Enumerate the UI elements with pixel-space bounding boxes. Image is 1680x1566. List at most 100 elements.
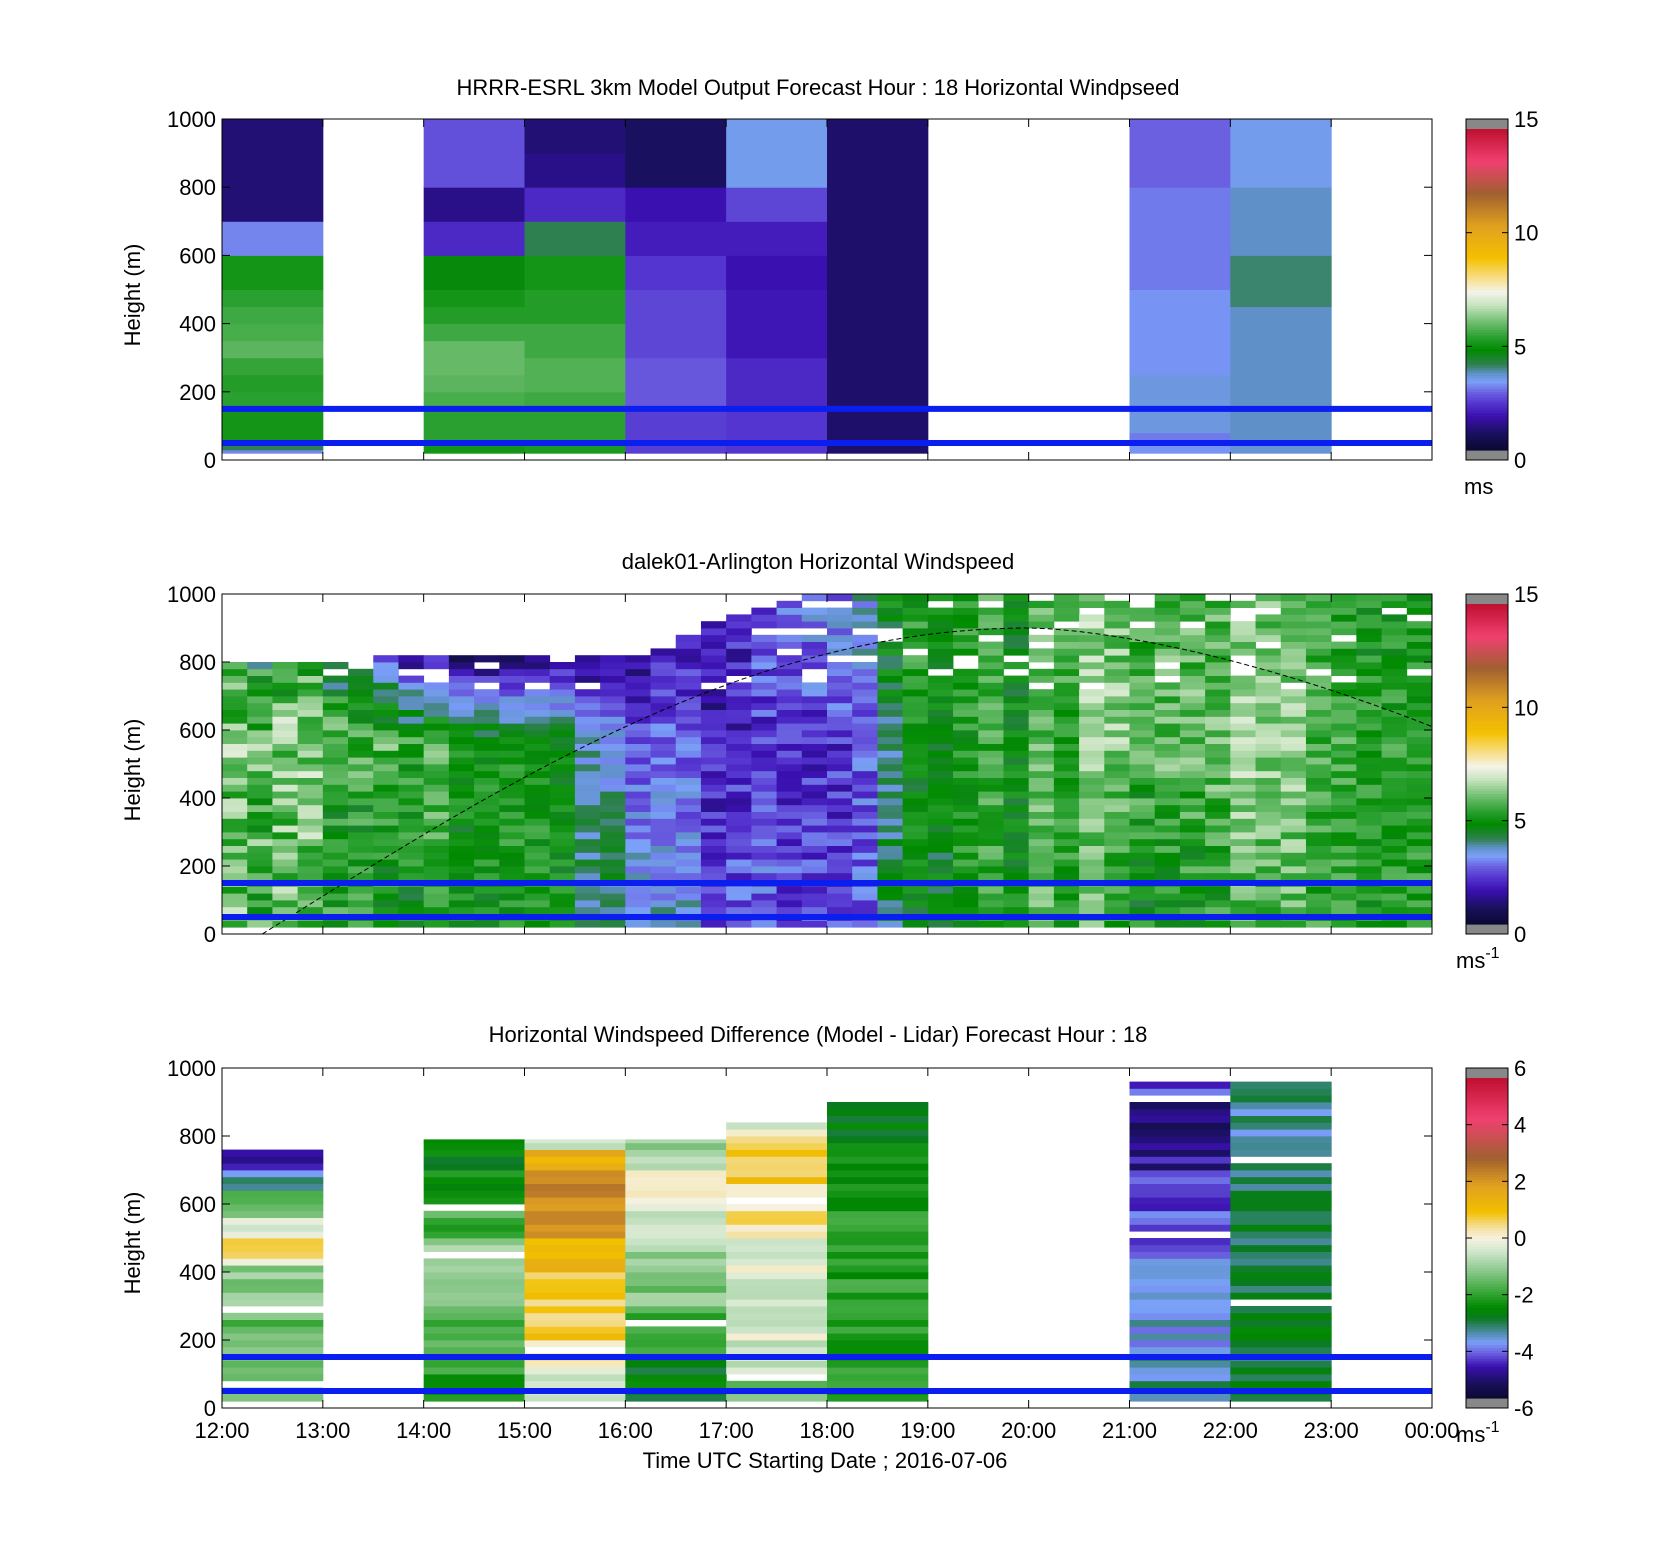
difference-cell xyxy=(625,1217,727,1225)
lidar-cell xyxy=(1053,641,1080,649)
lidar-cell xyxy=(726,682,752,690)
lidar-cell xyxy=(852,906,878,914)
lidar-cell xyxy=(1104,702,1130,710)
colorbar-cap-top xyxy=(1466,1068,1508,1078)
lidar-cell xyxy=(1331,607,1357,615)
colorbar-segment xyxy=(1466,806,1508,810)
colorbar-segment xyxy=(1466,716,1508,720)
lidar-cell xyxy=(650,866,677,874)
lidar-cell xyxy=(448,682,475,690)
lidar-cell xyxy=(499,757,525,765)
colorbar-segment xyxy=(1466,1086,1508,1090)
lidar-cell xyxy=(650,764,677,772)
lidar-cell xyxy=(827,716,853,724)
lidar-cell xyxy=(877,906,904,914)
difference-cell xyxy=(524,1251,626,1259)
difference-cell xyxy=(1129,1204,1231,1212)
lidar-cell xyxy=(852,621,878,629)
lidar-cell xyxy=(1356,682,1382,690)
colorbar-segment xyxy=(1466,881,1508,885)
lidar-cell xyxy=(751,682,777,690)
lidar-cell xyxy=(827,750,853,758)
lidar-cell xyxy=(978,723,1004,731)
lidar-cell xyxy=(524,750,551,758)
lidar-cell xyxy=(1129,668,1156,676)
colorbar-segment xyxy=(1466,1315,1508,1319)
lidar-cell xyxy=(1406,893,1433,901)
colorbar-tick-label: 4 xyxy=(1514,1113,1526,1138)
lidar-cell xyxy=(1053,689,1080,697)
lidar-cell xyxy=(827,798,853,806)
lidar-cell xyxy=(852,825,878,833)
lidar-cell xyxy=(398,716,425,724)
lidar-cell xyxy=(978,770,1004,778)
lidar-cell xyxy=(1406,777,1433,785)
colorbar-segment xyxy=(1466,433,1508,438)
lidar-cell xyxy=(499,702,525,710)
difference-cell xyxy=(1129,1299,1231,1307)
lidar-cell xyxy=(1079,852,1105,860)
colorbar-segment xyxy=(1466,244,1508,248)
lidar-cell xyxy=(726,702,752,710)
panel-difference-title: Horizontal Windspeed Difference (Model -… xyxy=(489,1022,1148,1047)
lidar-cell xyxy=(549,750,576,758)
colorbar-segment xyxy=(1466,1216,1508,1220)
lidar-cell xyxy=(1179,811,1206,819)
lidar-cell xyxy=(1028,702,1055,710)
lidar-cell xyxy=(474,655,500,663)
lidar-cell xyxy=(398,886,425,894)
difference-cell xyxy=(625,1278,727,1286)
colorbar-segment xyxy=(1466,1374,1508,1378)
colorbar-segment xyxy=(1466,689,1508,693)
lidar-cell xyxy=(927,594,954,602)
colorbar-segment xyxy=(1466,1176,1508,1180)
difference-cell xyxy=(625,1272,727,1280)
lidar-cell xyxy=(499,872,525,880)
lidar-cell xyxy=(1104,886,1130,894)
lidar-cell xyxy=(1356,906,1382,914)
lidar-cell xyxy=(499,662,525,670)
lidar-cell xyxy=(877,791,904,799)
lidar-cell xyxy=(1129,872,1156,880)
lidar-cell xyxy=(1154,825,1181,833)
colorbar-segment xyxy=(1466,721,1508,725)
difference-cell xyxy=(222,1374,324,1382)
lidar-cell xyxy=(801,634,828,642)
lidar-cell xyxy=(247,920,273,928)
lidar-cell xyxy=(549,709,576,717)
lidar-cell xyxy=(474,845,500,853)
lidar-cell xyxy=(1255,777,1282,785)
lidar-cell xyxy=(1104,634,1130,642)
lidar-cell xyxy=(1129,906,1156,914)
lidar-cell xyxy=(524,811,551,819)
lidar-cell xyxy=(348,866,374,874)
lidar-cell xyxy=(776,655,803,663)
lidar-cell xyxy=(322,791,349,799)
lidar-cell xyxy=(1280,818,1307,826)
lidar-cell xyxy=(222,811,248,819)
lidar-cell xyxy=(423,702,450,710)
difference-cell xyxy=(625,1258,727,1266)
lidar-cell xyxy=(1003,906,1030,914)
lidar-cell xyxy=(297,675,324,683)
lidar-cell xyxy=(1406,886,1433,894)
difference-cell xyxy=(827,1367,929,1375)
lidar-cell xyxy=(675,757,702,765)
lidar-cell xyxy=(978,621,1004,629)
lidar-cell xyxy=(1205,838,1231,846)
model-cell xyxy=(423,408,525,444)
lidar-cell xyxy=(726,634,752,642)
colorbar-segment xyxy=(1466,1091,1508,1095)
lidar-cell xyxy=(398,784,425,792)
lidar-cell xyxy=(902,838,929,846)
colorbar-segment xyxy=(1466,1235,1508,1239)
lidar-cell xyxy=(650,777,677,785)
lidar-cell xyxy=(1104,777,1130,785)
lidar-cell xyxy=(852,594,878,602)
lidar-cell xyxy=(1331,655,1357,663)
colorbar-segment xyxy=(1466,351,1508,355)
lidar-cell xyxy=(1280,709,1307,717)
lidar-cell xyxy=(1129,648,1156,656)
colorbar-segment xyxy=(1466,809,1508,813)
